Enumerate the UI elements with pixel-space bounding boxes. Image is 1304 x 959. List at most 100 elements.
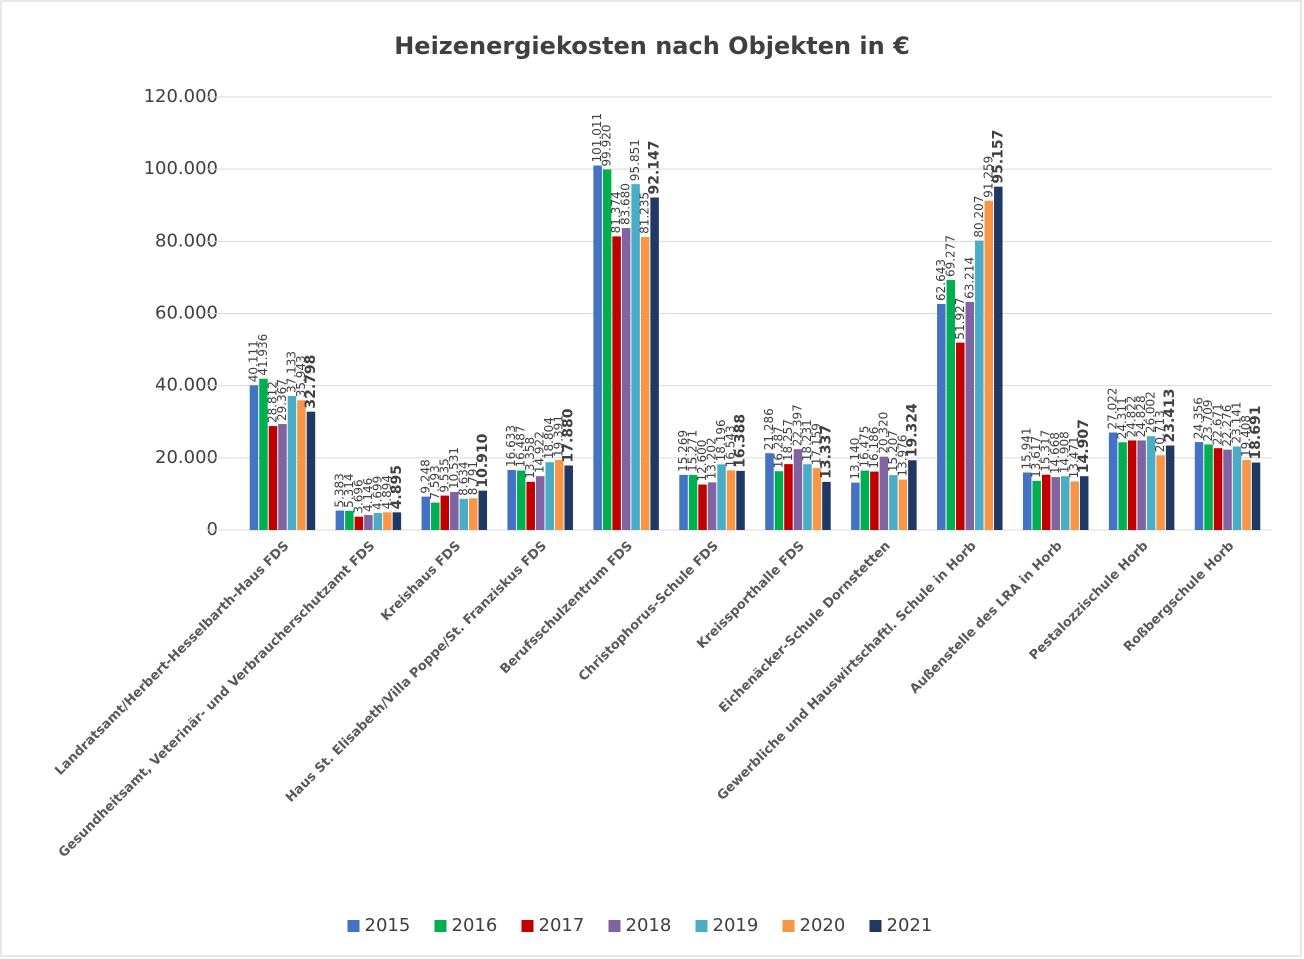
bar	[631, 184, 640, 530]
bar	[421, 496, 431, 530]
value-label: 20.713	[1153, 410, 1167, 452]
bar	[984, 200, 994, 531]
value-label: 83.680	[619, 183, 633, 225]
value-label: 63.214	[962, 257, 976, 299]
bar	[1194, 442, 1204, 530]
value-label: 16.475	[857, 426, 871, 468]
y-tick-label: 20.000	[155, 447, 218, 468]
bar	[1127, 440, 1137, 530]
bar	[545, 462, 554, 530]
bar	[297, 400, 306, 530]
legend-label: 2015	[365, 915, 411, 936]
bar	[822, 481, 831, 530]
bar	[1146, 436, 1156, 530]
bar	[851, 482, 860, 530]
value-label: 15.941	[1020, 427, 1034, 469]
bar	[870, 471, 879, 530]
legend-swatch	[869, 920, 882, 932]
bar	[1070, 481, 1079, 530]
bar	[564, 465, 573, 530]
legend-swatch	[347, 920, 360, 932]
value-label: 28.812	[265, 381, 279, 423]
value-label: 15.207	[886, 430, 900, 472]
legend-label: 2017	[539, 915, 585, 936]
bar	[1118, 442, 1127, 530]
value-label: 9.248	[418, 459, 432, 493]
value-label: 18.231	[800, 419, 814, 461]
value-label: 14.907	[1076, 419, 1092, 473]
bar	[1251, 462, 1261, 530]
value-label: 20.320	[876, 412, 890, 454]
value-label: 69.277	[943, 235, 957, 277]
bar	[879, 456, 889, 530]
value-label: 95.851	[628, 139, 642, 181]
value-label: 14.908	[1058, 431, 1072, 473]
value-label: 17.880	[561, 408, 577, 462]
value-label: 3.696	[351, 479, 365, 513]
legend-swatch	[608, 920, 621, 932]
bar	[383, 512, 392, 530]
value-label: 4.894	[380, 475, 394, 509]
bar	[1022, 472, 1032, 530]
bar	[698, 484, 707, 530]
value-label: 40.111	[246, 340, 260, 382]
bar	[602, 169, 612, 531]
value-label: 92.147	[647, 140, 663, 194]
legend-swatch	[434, 920, 447, 932]
value-label: 19.324	[904, 403, 920, 457]
value-label: 101.011	[590, 113, 604, 163]
value-label: 95.157	[990, 130, 1006, 184]
value-label: 16.287	[771, 426, 785, 468]
y-tick-label: 40.000	[155, 375, 218, 396]
bar	[812, 468, 822, 530]
bar	[1041, 474, 1051, 530]
value-label: 4.895	[389, 465, 405, 509]
value-label: 16.543	[724, 425, 738, 467]
bar	[650, 197, 659, 530]
bar	[726, 470, 736, 530]
bar	[440, 495, 450, 530]
value-label: 22.276	[1220, 405, 1234, 447]
bar	[946, 280, 956, 530]
legend-label: 2018	[626, 915, 672, 936]
bar	[593, 165, 602, 530]
bar	[688, 474, 698, 530]
value-label: 4.146	[361, 478, 375, 512]
value-label: 10.910	[475, 433, 491, 487]
value-label: 5.314	[342, 473, 356, 507]
bar	[1137, 440, 1146, 530]
value-label: 9.535	[437, 458, 451, 492]
bar	[1204, 444, 1213, 530]
bar	[392, 512, 402, 530]
bar	[679, 474, 688, 530]
bar	[640, 236, 650, 530]
bar	[554, 460, 564, 530]
value-label: 24.356	[1192, 397, 1206, 439]
bar	[287, 396, 297, 530]
value-label: 13.617	[1029, 436, 1043, 478]
value-label: 18.691	[1248, 406, 1264, 460]
value-label: 24.311	[1115, 397, 1129, 439]
bar	[1165, 445, 1175, 530]
value-label: 13.358	[523, 437, 537, 479]
bar	[1060, 476, 1070, 530]
bar	[937, 303, 946, 530]
value-label: 29.367	[275, 379, 289, 421]
bar	[354, 516, 364, 530]
bar	[431, 502, 440, 530]
value-label: 41.936	[256, 334, 270, 376]
bar	[774, 471, 784, 530]
value-label: 51.927	[953, 298, 967, 340]
value-label: 18.804	[542, 417, 556, 459]
value-label: 7.593	[428, 465, 442, 499]
bar	[1032, 480, 1041, 530]
y-tick-label: 80.000	[155, 230, 218, 251]
value-label: 99.920	[600, 124, 614, 166]
value-label: 13.337	[818, 425, 834, 479]
value-label: 22.671	[1211, 403, 1225, 445]
value-label: 17.159	[809, 423, 823, 465]
bar	[975, 240, 984, 530]
y-tick-label: 100.000	[144, 158, 218, 179]
value-label: 18.196	[714, 419, 728, 461]
